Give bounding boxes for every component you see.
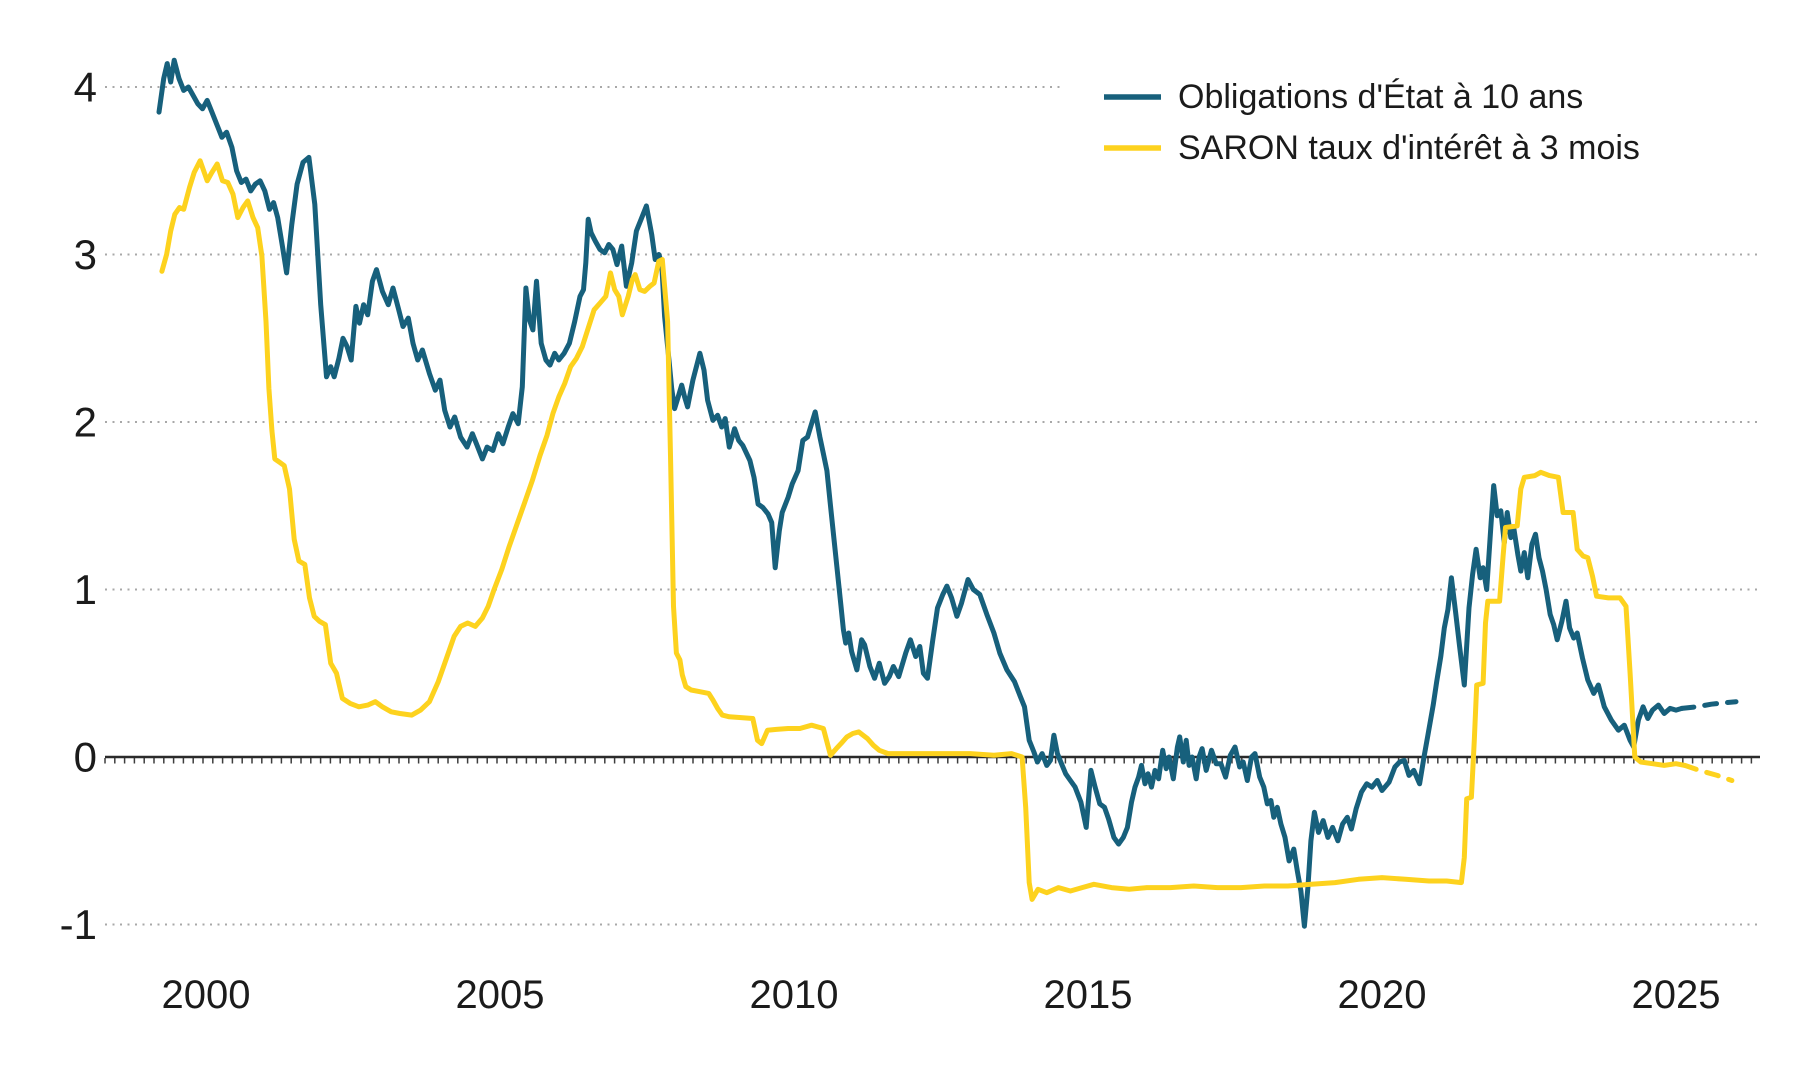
x-tick-label-2005: 2005 <box>456 973 545 1017</box>
series-line-saron-forecast <box>1682 762 1735 783</box>
legend-label-bond: Obligations d'État à 10 ans <box>1178 78 1583 116</box>
y-axis-labels: 4 3 2 1 0 -1 <box>60 64 97 949</box>
y-tick-label--1: -1 <box>60 901 97 948</box>
x-tick-label-2000: 2000 <box>162 973 251 1017</box>
x-tick-label-2025: 2025 <box>1632 973 1721 1017</box>
legend-label-saron: SARON taux d'intérêt à 3 mois <box>1178 129 1640 167</box>
series-lines <box>156 57 1739 929</box>
series-line-bond-forecast <box>1679 699 1739 711</box>
y-tick-label-4: 4 <box>74 64 97 111</box>
gridlines <box>105 86 1759 926</box>
x-tick-label-2010: 2010 <box>750 973 839 1017</box>
y-tick-label-2: 2 <box>74 399 97 446</box>
x-tick-label-2020: 2020 <box>1338 973 1427 1017</box>
series-line-bond <box>156 57 1685 929</box>
series-line-saron <box>159 158 1688 902</box>
y-tick-label-1: 1 <box>74 566 97 613</box>
legend: Obligations d'État à 10 ans SARON taux d'… <box>1104 78 1640 167</box>
x-axis-labels: 2000 2005 2010 2015 2020 2025 <box>162 973 1721 1017</box>
x-tick-label-2015: 2015 <box>1044 973 1133 1017</box>
y-tick-label-0: 0 <box>74 734 97 781</box>
zero-axis-line <box>104 755 1760 764</box>
y-tick-label-3: 3 <box>74 231 97 278</box>
